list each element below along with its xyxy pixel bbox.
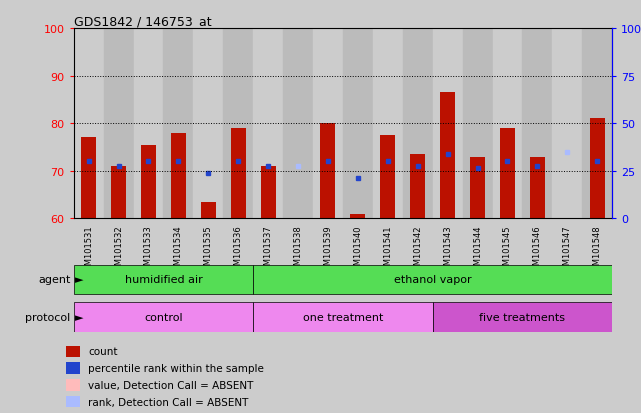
Bar bbox=[253, 29, 283, 219]
Bar bbox=[313, 29, 343, 219]
Bar bbox=[261, 166, 276, 219]
Text: one treatment: one treatment bbox=[303, 312, 383, 322]
Bar bbox=[74, 302, 253, 332]
Bar bbox=[223, 29, 253, 219]
Text: humidified air: humidified air bbox=[124, 275, 203, 285]
Bar bbox=[492, 29, 522, 219]
Bar bbox=[171, 133, 186, 219]
Bar bbox=[582, 29, 612, 219]
Text: count: count bbox=[88, 347, 118, 356]
Bar bbox=[463, 29, 492, 219]
Text: percentile rank within the sample: percentile rank within the sample bbox=[88, 363, 264, 373]
Bar bbox=[74, 29, 104, 219]
Bar bbox=[141, 145, 156, 219]
Bar bbox=[67, 363, 80, 374]
Bar bbox=[380, 136, 395, 219]
Bar bbox=[194, 29, 223, 219]
Bar bbox=[440, 93, 455, 219]
Bar bbox=[81, 138, 96, 219]
Bar bbox=[410, 155, 425, 219]
Bar bbox=[283, 29, 313, 219]
Bar bbox=[231, 129, 246, 219]
Bar bbox=[500, 129, 515, 219]
Bar bbox=[74, 265, 253, 295]
Bar bbox=[522, 29, 553, 219]
Bar bbox=[553, 29, 582, 219]
Bar bbox=[201, 202, 216, 219]
Text: ►: ► bbox=[75, 312, 83, 322]
Text: ►: ► bbox=[75, 275, 83, 285]
Bar bbox=[163, 29, 194, 219]
Bar bbox=[133, 29, 163, 219]
Text: rank, Detection Call = ABSENT: rank, Detection Call = ABSENT bbox=[88, 397, 249, 407]
Bar bbox=[104, 29, 133, 219]
Bar bbox=[67, 396, 80, 408]
Bar bbox=[253, 302, 433, 332]
Text: control: control bbox=[144, 312, 183, 322]
Text: agent: agent bbox=[38, 275, 71, 285]
Bar bbox=[253, 265, 612, 295]
Text: GDS1842 / 146753_at: GDS1842 / 146753_at bbox=[74, 15, 212, 28]
Text: protocol: protocol bbox=[25, 312, 71, 322]
Bar bbox=[67, 346, 80, 357]
Bar bbox=[403, 29, 433, 219]
Text: value, Detection Call = ABSENT: value, Detection Call = ABSENT bbox=[88, 380, 254, 390]
Bar bbox=[111, 166, 126, 219]
Bar bbox=[433, 29, 463, 219]
Bar bbox=[67, 380, 80, 391]
Bar bbox=[433, 302, 612, 332]
Bar bbox=[373, 29, 403, 219]
Text: five treatments: five treatments bbox=[479, 312, 565, 322]
Bar bbox=[351, 214, 365, 219]
Bar bbox=[470, 157, 485, 219]
Bar bbox=[343, 29, 373, 219]
Bar bbox=[530, 157, 545, 219]
Bar bbox=[590, 119, 604, 219]
Text: ethanol vapor: ethanol vapor bbox=[394, 275, 472, 285]
Bar bbox=[320, 124, 335, 219]
